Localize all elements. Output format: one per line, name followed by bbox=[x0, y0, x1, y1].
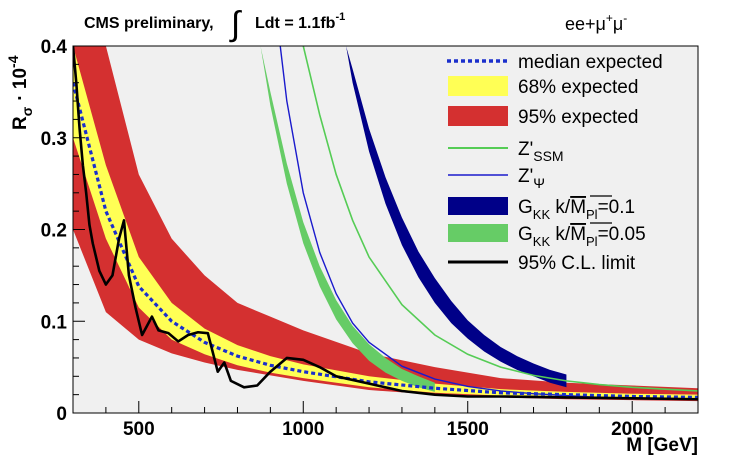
y-tick-label: 0.4 bbox=[41, 37, 68, 58]
legend-zssm: Z'SSM bbox=[448, 139, 564, 164]
y-tick-label: 0.3 bbox=[41, 129, 67, 150]
legend-band68-swatch bbox=[448, 76, 508, 96]
title-prefix: CMS preliminary, bbox=[84, 15, 214, 32]
legend-gkk005-swatch bbox=[448, 224, 508, 242]
legend-gkk005-label: GKK k/MPl=0.05 bbox=[518, 224, 646, 249]
x-axis-title: M [GeV] bbox=[626, 435, 698, 456]
legend-gkk005-val: =0.05 bbox=[598, 224, 646, 245]
legend-zpsi-label: Z'Ψ bbox=[518, 166, 545, 191]
channel-label: ee+μ+μ- bbox=[565, 11, 627, 34]
legend-band95: 95% expected bbox=[448, 106, 638, 128]
line-observed-limit bbox=[73, 46, 698, 401]
legend-median: median expected bbox=[447, 52, 663, 73]
legend-zpsi: Z'Ψ bbox=[448, 166, 545, 191]
legend-gkk01-label: GKK k/MPl=0.1 bbox=[518, 197, 635, 222]
legend-band95-swatch bbox=[448, 106, 508, 126]
legend-observed: 95% C.L. limit bbox=[448, 253, 636, 274]
y-tick-label: 0.2 bbox=[41, 221, 67, 242]
y-title-mult: · 10 bbox=[10, 68, 31, 101]
band-gkk-01 bbox=[346, 46, 567, 388]
legend-observed-label: 95% C.L. limit bbox=[518, 253, 636, 274]
legend-gkk01-main: G bbox=[518, 197, 533, 218]
legend-zpsi-main: Z' bbox=[518, 166, 533, 187]
legend-gkk01-sub: KK bbox=[533, 207, 551, 222]
legend-band68: 68% expected bbox=[448, 76, 638, 98]
legend-gkk005: GKK k/MPl=0.05 bbox=[448, 222, 646, 249]
legend-gkk005-main: G bbox=[518, 224, 533, 245]
legend-zssm-sub: SSM bbox=[533, 148, 563, 164]
x-tick-label: 2000 bbox=[611, 419, 653, 440]
legend-band68-label: 68% expected bbox=[518, 77, 638, 98]
x-tick-label: 500 bbox=[123, 419, 155, 440]
legend-zssm-label: Z'SSM bbox=[518, 139, 564, 164]
legend-gkk005-msub: Pl bbox=[586, 234, 598, 249]
legend-gkk005-sub: KK bbox=[533, 234, 551, 249]
title-luminosity: Ldt = 1.1fb-1 bbox=[255, 11, 345, 32]
y-title-main: R bbox=[10, 116, 31, 130]
legend-median-label: median expected bbox=[518, 52, 663, 73]
title-integral-sign: ∫ bbox=[229, 5, 242, 43]
channel-sup1: + bbox=[606, 11, 613, 25]
legend-gkk005-k: k/ bbox=[550, 224, 571, 245]
legend-gkk01: GKK k/MPl=0.1 bbox=[448, 195, 635, 222]
y-title-sup: -4 bbox=[5, 55, 21, 68]
title-lumi-sup: -1 bbox=[335, 11, 345, 23]
y-tick-label: 0 bbox=[56, 404, 67, 425]
x-tick-label: 1000 bbox=[282, 419, 324, 440]
y-tick-label: 0.1 bbox=[41, 312, 68, 333]
x-tick-label: 1500 bbox=[447, 419, 489, 440]
y-axis-title: Rσ · 10-4 bbox=[5, 55, 35, 130]
line-zssm bbox=[302, 46, 698, 392]
legend-gkk005-m: M bbox=[570, 224, 586, 245]
channel-mid: μ bbox=[613, 14, 623, 34]
channel-sup2: - bbox=[623, 11, 627, 25]
legend-band95-label: 95% expected bbox=[518, 107, 638, 128]
y-title-sub: σ bbox=[19, 106, 35, 116]
legend-gkk01-m: M bbox=[570, 197, 586, 218]
legend-gkk01-k: k/ bbox=[550, 197, 571, 218]
legend: median expected 68% expected 95% expecte… bbox=[447, 52, 663, 274]
channel-base: ee+μ bbox=[565, 14, 606, 34]
legend-gkk01-val: =0.1 bbox=[598, 197, 636, 218]
band-gkk-005 bbox=[260, 46, 435, 392]
legend-gkk01-swatch bbox=[448, 197, 508, 215]
line-median-expected bbox=[73, 82, 698, 399]
title-lumi-text: Ldt = 1.1fb bbox=[255, 15, 336, 32]
legend-zpsi-sub: Ψ bbox=[533, 175, 545, 191]
legend-gkk01-msub: Pl bbox=[586, 207, 598, 222]
band-95-expected bbox=[73, 46, 698, 402]
chart-title: CMS preliminary, bbox=[84, 15, 214, 32]
legend-zssm-main: Z' bbox=[518, 139, 533, 160]
